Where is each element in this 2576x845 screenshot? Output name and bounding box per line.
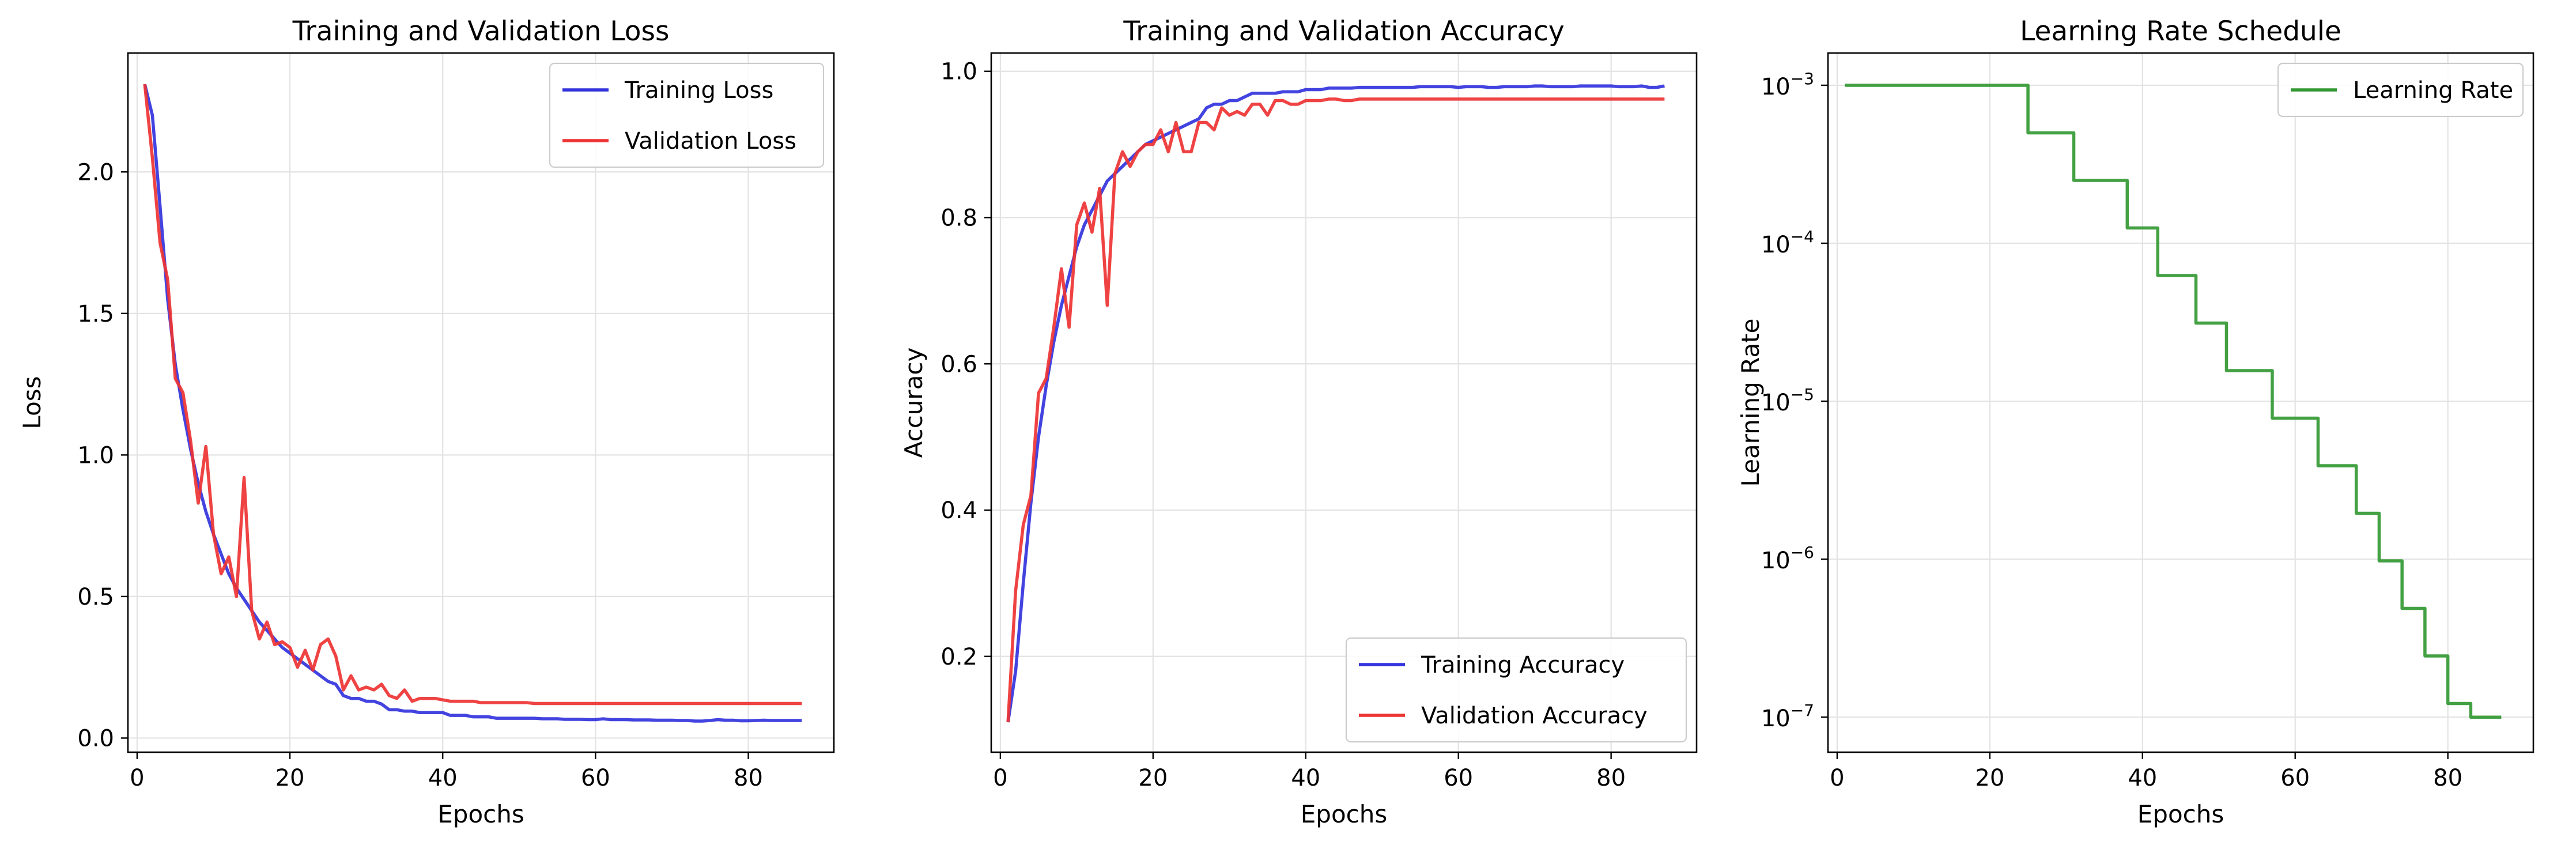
legend-box — [2277, 62, 2524, 118]
series-line-learning-rate — [1845, 84, 2502, 719]
legend: Training Accuracy Validation Accuracy — [1345, 637, 1687, 743]
legend-box — [1345, 637, 1687, 743]
legend-label: Training Loss — [624, 77, 773, 104]
axes-frame — [127, 52, 835, 753]
y-axis-label: Loss — [18, 376, 46, 429]
axes-frame — [1827, 52, 2535, 753]
x-tick-label: 40 — [1291, 765, 1320, 791]
y-tick-label: 10−5 — [1761, 385, 1814, 416]
y-tick-label: 10−6 — [1761, 543, 1814, 574]
x-tick-label: 0 — [1830, 765, 1844, 791]
x-tick-label: 0 — [130, 765, 144, 791]
y-tick-label: 0.4 — [940, 497, 977, 524]
y-tick-label: 0.2 — [940, 644, 977, 670]
x-axis-label: Epochs — [437, 800, 524, 828]
y-tick-label: 0.6 — [940, 351, 977, 378]
chart-title: Training and Validation Loss — [292, 16, 670, 47]
legend-label: Validation Accuracy — [1421, 703, 1648, 729]
chart-panel-1: 0 20 40 60 80 0.0 0.5 1.0 1.5 2.0 Training and Val… — [18, 16, 835, 828]
x-tick-label: 40 — [2128, 765, 2157, 791]
chart-panel-3: 0 20 40 60 80 10−7 10−6 10−5 10−4 10−3 Learning Ra… — [1736, 16, 2535, 828]
y-tick-label: 0.0 — [77, 725, 114, 752]
x-tick-label: 40 — [428, 765, 458, 791]
x-tick-label: 20 — [1975, 765, 2004, 791]
chart-panel-2: 0 20 40 60 80 0.2 0.4 0.6 0.8 1.0 Training and Val… — [900, 16, 1698, 828]
y-tick-label: 10−7 — [1761, 701, 1814, 732]
y-tick-label: 1.0 — [940, 59, 977, 85]
x-tick-label: 80 — [2433, 765, 2462, 791]
x-tick-label: 80 — [1596, 765, 1626, 791]
legend-label: Learning Rate — [2353, 77, 2513, 104]
x-tick-label: 80 — [734, 765, 763, 791]
series-line-validation-accuracy — [1006, 97, 1665, 723]
legend: Training Loss Validation Loss — [549, 62, 825, 168]
series-line-validation-loss — [143, 84, 802, 706]
legend-label: Training Accuracy — [1421, 652, 1625, 678]
series-line-training-loss — [143, 84, 802, 723]
x-tick-label: 20 — [1138, 765, 1168, 791]
y-tick-label: 1.5 — [77, 301, 114, 327]
axes-frame — [990, 52, 1698, 753]
y-axis-label: Learning Rate — [1736, 319, 1765, 487]
chart-title: Training and Validation Accuracy — [1123, 16, 1564, 47]
chart-title: Learning Rate Schedule — [2020, 16, 2341, 47]
x-tick-label: 0 — [993, 765, 1007, 791]
y-tick-label: 10−3 — [1761, 69, 1814, 100]
legend-box — [549, 62, 825, 168]
y-tick-label: 1.0 — [77, 442, 114, 469]
legend: Learning Rate — [2277, 62, 2524, 118]
legend-label: Validation Loss — [625, 128, 796, 154]
y-tick-label: 2.0 — [77, 159, 114, 186]
x-axis-label: Epochs — [1301, 800, 1388, 828]
x-axis-label: Epochs — [2137, 800, 2224, 828]
y-axis-label: Accuracy — [900, 348, 928, 458]
x-tick-label: 20 — [275, 765, 305, 791]
x-tick-label: 60 — [2280, 765, 2310, 791]
y-tick-label: 0.8 — [940, 205, 977, 231]
x-tick-label: 60 — [1444, 765, 1473, 791]
y-tick-label: 10−4 — [1761, 227, 1814, 258]
x-tick-label: 60 — [581, 765, 610, 791]
series-line-training-accuracy — [1006, 84, 1665, 723]
y-tick-label: 0.5 — [77, 584, 114, 610]
